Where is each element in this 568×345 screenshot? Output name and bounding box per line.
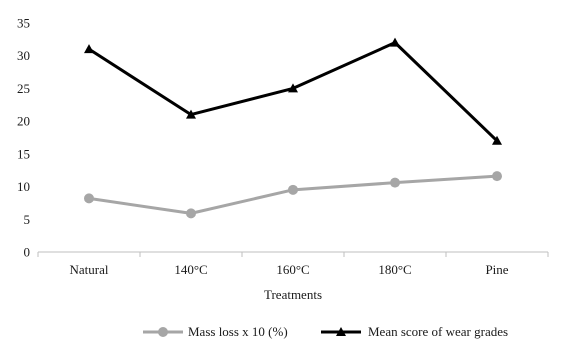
x-tick-label: Natural [70,262,109,277]
data-point [288,184,298,195]
data-point [84,193,94,204]
y-tick-label: 30 [17,48,30,63]
y-axis: 0 5 10 15 20 25 30 35 [17,16,30,260]
series-layer [84,37,502,219]
x-tick-label: Pine [485,262,508,277]
x-tick-label: 180°C [378,262,411,277]
x-axis: Natural 140°C 160°C 180°C Pine [37,251,549,277]
legend-label: Mean score of wear grades [368,324,508,339]
data-point [390,37,400,47]
x-axis-title: Treatments [264,287,322,302]
data-point [186,208,196,219]
legend-label: Mass loss x 10 (%) [188,324,288,339]
legend-item: Mean score of wear grades [321,324,508,339]
series-1 [84,171,502,219]
legend: Mass loss x 10 (%) Mean score of wear gra… [143,324,508,339]
data-point [84,44,94,54]
y-tick-label: 25 [17,81,30,96]
data-point [288,83,298,93]
legend-item: Mass loss x 10 (%) [143,324,288,339]
y-tick-label: 5 [24,212,31,227]
data-point [390,177,400,188]
data-point [186,109,196,119]
y-tick-label: 15 [17,146,30,161]
y-tick-label: 20 [17,114,30,129]
data-point [492,135,502,145]
y-tick-label: 10 [17,179,30,194]
legend-marker [336,327,346,336]
series-2 [84,37,502,145]
x-tick-label: 140°C [174,262,207,277]
data-point [492,171,502,182]
x-tick-label: 160°C [276,262,309,277]
y-tick-label: 35 [17,16,30,31]
legend-marker [158,327,168,337]
y-tick-label: 0 [24,245,31,260]
